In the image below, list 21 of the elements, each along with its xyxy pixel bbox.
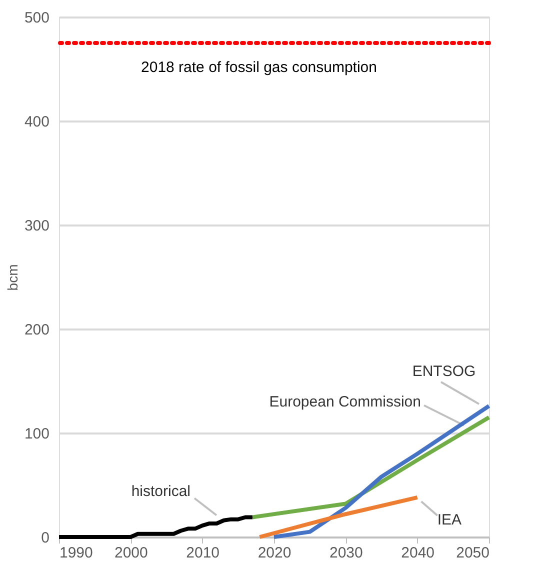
series-label: IEA: [437, 511, 462, 528]
x-tick-label: 2010: [186, 544, 220, 562]
x-tick-label: 2000: [114, 544, 148, 562]
y-tick-label: 0: [41, 530, 50, 546]
x-tick-label: 2030: [329, 544, 363, 562]
x-tick-label: 2050: [456, 544, 490, 562]
line-series: [258, 495, 420, 539]
y-tick-label: 200: [24, 322, 50, 338]
y-tick-label: 300: [24, 218, 50, 234]
text: European Commission: [269, 393, 421, 410]
series-label: ENTSOG: [412, 362, 476, 380]
x-tick-label: 1990: [60, 544, 93, 562]
line-series: [57, 515, 254, 539]
y-tick-label: 100: [24, 426, 50, 442]
y-tick-label: 400: [24, 114, 50, 130]
y-tick-label: 500: [24, 10, 50, 26]
ref-line-label: 2018 rate of fossil gas consumption: [141, 59, 377, 76]
x-tick-label: 2040: [401, 544, 435, 562]
x-tick-label: 2020: [258, 544, 292, 562]
series-label: historical: [131, 483, 190, 500]
y-axis-title: bcm: [4, 264, 20, 291]
